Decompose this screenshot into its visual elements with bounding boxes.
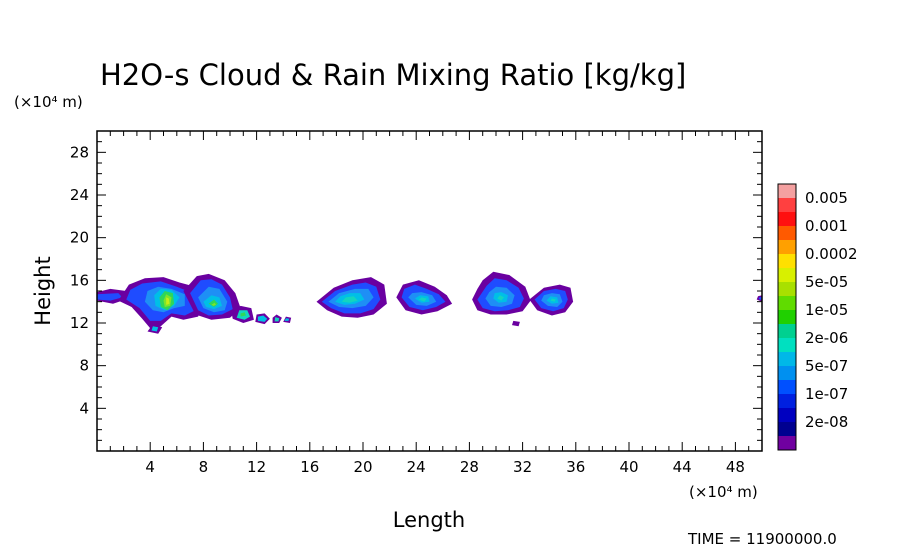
y-tick-label: 4 [79, 399, 89, 417]
colorbar-swatch [778, 422, 796, 437]
cloud-field [97, 271, 762, 334]
x-tick-label: 36 [566, 458, 585, 476]
colorbar-swatch [778, 212, 796, 227]
chart-title: H2O-s Cloud & Rain Mixing Ratio [kg/kg] [100, 58, 686, 92]
y-tick-label: 20 [70, 229, 89, 247]
x-unit-label: (×10⁴ m) [689, 483, 758, 501]
colorbar-swatch [778, 198, 796, 213]
y-tick-label: 12 [70, 314, 89, 332]
y-axis: 4 8 12 16 20 24 28 [70, 141, 762, 441]
colorbar-swatch [778, 268, 796, 283]
colorbar: 0.005 0.001 0.0002 5e-05 1e-05 2e-06 5e-07 1e-0… [777, 183, 858, 451]
colorbar-label: 0.005 [805, 189, 848, 207]
y-tick-label: 8 [79, 357, 89, 375]
x-tick-label: 48 [726, 458, 745, 476]
x-tick-label: 24 [407, 458, 426, 476]
colorbar-label: 2e-06 [805, 329, 848, 347]
cloud-contour [550, 298, 556, 302]
colorbar-label: 0.001 [805, 217, 848, 235]
cloud-contour [97, 293, 123, 301]
colorbar-frame [777, 183, 797, 451]
colorbar-swatch [778, 338, 796, 353]
x-tick-label: 40 [619, 458, 638, 476]
colorbar-swatch [778, 394, 796, 409]
colorbar-swatch [778, 352, 796, 367]
cloud-contour [166, 297, 170, 305]
x-tick-label: 12 [247, 458, 266, 476]
colorbar-swatch [778, 282, 796, 297]
x-axis-label: Length [393, 508, 465, 532]
colorbar-swatch [778, 436, 796, 451]
y-unit-label: (×10⁴ m) [14, 93, 83, 111]
colorbar-label: 1e-05 [805, 301, 848, 319]
colorbar-label: 2e-08 [805, 413, 848, 431]
x-tick-label: 28 [460, 458, 479, 476]
cloud-contour [418, 297, 427, 302]
x-tick-label: 44 [673, 458, 692, 476]
y-axis-label: Height [31, 256, 55, 325]
y-tick-label: 24 [70, 186, 89, 204]
colorbar-swatch [778, 296, 796, 311]
cloud-contour [497, 295, 504, 301]
cloud-contour [240, 312, 246, 317]
colorbar-swatch [778, 184, 796, 199]
colorbar-label: 1e-07 [805, 385, 848, 403]
x-tick-label: 8 [199, 458, 209, 476]
cloud-contour [512, 320, 520, 327]
cloud-contour [208, 299, 218, 307]
cloud-contour [257, 315, 268, 322]
y-tick-label: 16 [70, 271, 89, 289]
cloud-contour [274, 317, 280, 322]
colorbar-swatch [778, 324, 796, 339]
time-label: TIME = 11900000.0 [687, 530, 837, 544]
x-tick-label: 4 [145, 458, 155, 476]
y-tick-label: 28 [70, 143, 89, 161]
x-tick-label: 32 [513, 458, 532, 476]
colorbar-swatch [778, 380, 796, 395]
cloud-contour [341, 296, 358, 303]
x-tick-label: 20 [353, 458, 372, 476]
cloud-contour [151, 326, 159, 332]
colorbar-swatch [778, 240, 796, 255]
cloud-contour [284, 318, 290, 321]
x-tick-label: 16 [300, 458, 319, 476]
x-axis: 4 8 12 16 20 24 28 32 36 40 44 48 [109, 131, 750, 476]
cloud-contour [758, 296, 762, 301]
colorbar-label: 5e-05 [805, 273, 848, 291]
colorbar-swatch [778, 254, 796, 269]
colorbar-swatch [778, 366, 796, 381]
cloud-contour [211, 302, 216, 306]
colorbar-label: 0.0002 [805, 245, 858, 263]
colorbar-swatch [778, 226, 796, 241]
colorbar-label: 5e-07 [805, 357, 848, 375]
colorbar-swatch [778, 310, 796, 325]
colorbar-swatch [778, 408, 796, 423]
